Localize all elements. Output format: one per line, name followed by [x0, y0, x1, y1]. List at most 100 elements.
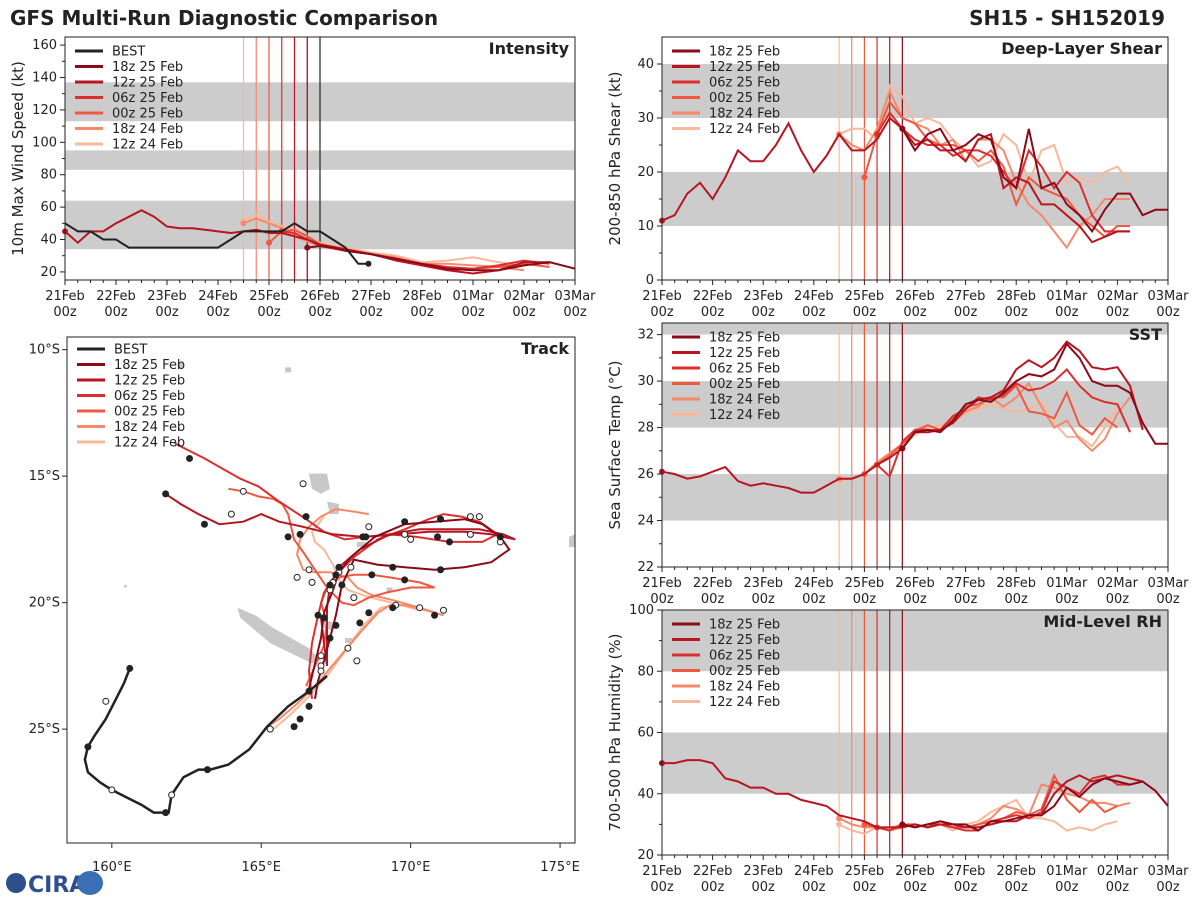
rh-panel: 2040608010021Feb00z22Feb00z23Feb00z24Feb… [606, 603, 1189, 895]
legend-label: 00z 25 Feb [709, 377, 780, 392]
track-marker-filled [186, 454, 194, 462]
x-tick-date: 02Mar [1097, 576, 1139, 591]
track-marker-filled [401, 576, 409, 584]
y-tick-label: 10 [637, 219, 654, 234]
x-tick-hour: 00z [954, 305, 978, 320]
legend-label: 12z 24 Feb [112, 138, 183, 153]
series-line-r12z25 [662, 759, 1143, 829]
y-tick-label: 40 [40, 233, 57, 248]
x-tick-date: 24Feb [794, 289, 834, 304]
track-marker-filled [200, 520, 208, 528]
y-tick-label: 80 [637, 664, 654, 679]
track-marker-filled [445, 538, 453, 546]
x-tick-date: 02Mar [1097, 864, 1139, 879]
track-marker-open [475, 513, 483, 521]
y-tick-label: 80 [40, 168, 57, 183]
track-marker-open [317, 667, 325, 675]
x-tick-date: 21Feb [642, 576, 682, 591]
track-marker-filled [431, 611, 439, 619]
x-tick-hour: 00z [650, 305, 674, 320]
track-marker-open [353, 657, 361, 665]
x-tick-date: 21Feb [45, 289, 85, 304]
legend-label: 00z 25 Feb [709, 91, 780, 106]
track-marker-open [350, 594, 358, 602]
x-tick-date: 26Feb [895, 864, 935, 879]
x-tick-hour: 00z [1005, 880, 1029, 895]
legend-label: 18z 24 Feb [112, 122, 183, 137]
legend-label: 06z 25 Feb [709, 76, 780, 91]
x-tick-date: 24Feb [198, 289, 238, 304]
x-tick-hour: 00z [701, 592, 725, 607]
x-tick-hour: 00z [903, 592, 927, 607]
y-tick-label: 26 [637, 467, 654, 482]
x-tick-hour: 00z [1055, 592, 1079, 607]
x-tick-date: 02Mar [1097, 289, 1139, 304]
y-tick-label: 20 [637, 848, 654, 863]
series-init-marker [266, 239, 272, 246]
series-line-r12z24 [243, 214, 525, 267]
y-tick-label: 120 [32, 103, 57, 118]
x-tick-date: 03Mar [1147, 864, 1189, 879]
land-solomon-2 [285, 367, 292, 373]
series-init-marker [899, 125, 906, 132]
x-tick-date: 25Feb [845, 864, 885, 879]
x-tick-date: 28Feb [996, 864, 1036, 879]
lon-tick-label: 170°E [391, 860, 431, 875]
x-tick-hour: 00z [53, 305, 77, 320]
track-marker-filled [338, 581, 346, 589]
logo-text: CIRA [28, 873, 86, 898]
legend-label: 18z 25 Feb [709, 331, 780, 346]
track-marker-filled [368, 571, 376, 579]
x-tick-date: 27Feb [946, 864, 986, 879]
track-marker-open [102, 697, 110, 705]
y-tick-label: 40 [637, 57, 654, 72]
y-tick-label: 30 [637, 111, 654, 126]
series-line-r18z25 [901, 342, 1168, 450]
track-marker-filled [434, 533, 442, 541]
track-marker-filled [359, 533, 367, 541]
legend-label: 18z 25 Feb [709, 45, 780, 60]
y-tick-label: 100 [32, 135, 57, 150]
lon-tick-label: 175°E [540, 860, 580, 875]
series-init-marker [899, 445, 906, 452]
panel-title: Mid-Level RH [1043, 612, 1162, 631]
track-marker-filled [356, 619, 364, 627]
threshold-band [662, 172, 1168, 226]
track-marker-filled [437, 566, 445, 574]
x-tick-date: 28Feb [996, 289, 1036, 304]
y-tick-label: 32 [637, 328, 654, 343]
x-tick-hour: 00z [1106, 592, 1130, 607]
legend-label: 18z 24 Feb [709, 107, 780, 122]
legend-label: 12z 24 Feb [114, 436, 185, 451]
x-tick-hour: 00z [752, 880, 776, 895]
x-tick-hour: 00z [650, 592, 674, 607]
track-marker-open [365, 523, 373, 531]
legend-label: 18z 25 Feb [114, 358, 185, 373]
best-last-marker [365, 260, 372, 267]
panel-title: Intensity [489, 39, 570, 58]
x-tick-hour: 00z [1156, 592, 1180, 607]
sst-panel: 22242628303221Feb00z22Feb00z23Feb00z24Fe… [606, 322, 1189, 607]
track-panel: 160°E 165°E 170°E 175°E 10°S 15°S 20°S 25°S Trac… [29, 336, 580, 875]
x-tick-hour: 00z [1106, 880, 1130, 895]
x-tick-hour: 00z [853, 880, 877, 895]
track-marker-filled [332, 571, 340, 579]
lat-tick-label: 25°S [29, 722, 60, 737]
series-line-best [65, 222, 369, 265]
legend-label: 00z 25 Feb [114, 405, 185, 420]
track-marker-filled [320, 614, 328, 622]
lat-tick-label: 20°S [29, 596, 60, 611]
x-tick-hour: 00z [701, 880, 725, 895]
track-line-r18z25 [308, 518, 511, 699]
x-tick-date: 03Mar [554, 289, 596, 304]
legend-label: 12z 25 Feb [709, 60, 780, 75]
legend-label: 12z 25 Feb [112, 76, 183, 91]
y-tick-label: 22 [637, 560, 654, 575]
x-tick-hour: 00z [1156, 880, 1180, 895]
logo-globe-icon [6, 873, 26, 893]
x-tick-date: 23Feb [743, 864, 783, 879]
y-tick-label: 100 [629, 603, 654, 618]
x-tick-date: 26Feb [895, 576, 935, 591]
x-tick-date: 26Feb [895, 289, 935, 304]
x-tick-hour: 00z [903, 880, 927, 895]
